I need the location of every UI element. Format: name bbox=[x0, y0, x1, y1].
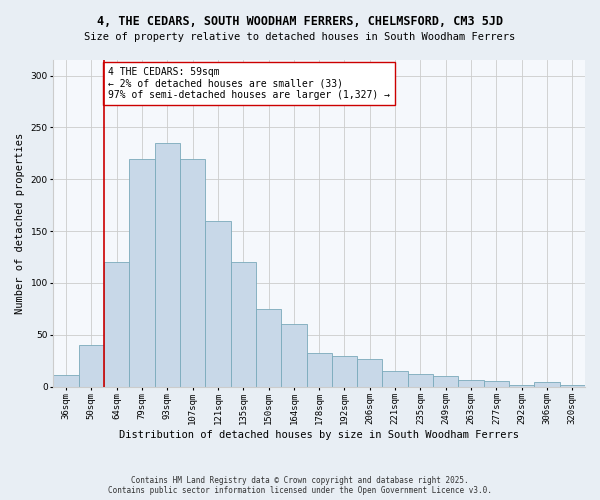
Bar bbox=[130, 158, 155, 386]
Bar bbox=[79, 345, 104, 387]
Bar bbox=[458, 380, 484, 386]
Bar bbox=[104, 262, 130, 386]
Bar bbox=[256, 309, 281, 386]
Bar bbox=[357, 358, 382, 386]
Bar bbox=[307, 354, 332, 386]
Bar bbox=[281, 324, 307, 386]
Text: 4 THE CEDARS: 59sqm
← 2% of detached houses are smaller (33)
97% of semi-detache: 4 THE CEDARS: 59sqm ← 2% of detached hou… bbox=[108, 68, 390, 100]
Bar bbox=[332, 356, 357, 386]
Bar bbox=[535, 382, 560, 386]
Y-axis label: Number of detached properties: Number of detached properties bbox=[15, 132, 25, 314]
Bar bbox=[180, 158, 205, 386]
Text: 4, THE CEDARS, SOUTH WOODHAM FERRERS, CHELMSFORD, CM3 5JD: 4, THE CEDARS, SOUTH WOODHAM FERRERS, CH… bbox=[97, 15, 503, 28]
Text: Contains HM Land Registry data © Crown copyright and database right 2025.
Contai: Contains HM Land Registry data © Crown c… bbox=[108, 476, 492, 495]
Bar bbox=[205, 220, 230, 386]
Bar bbox=[484, 382, 509, 386]
Bar bbox=[560, 384, 585, 386]
Text: Size of property relative to detached houses in South Woodham Ferrers: Size of property relative to detached ho… bbox=[85, 32, 515, 42]
Bar bbox=[382, 371, 408, 386]
Bar bbox=[53, 375, 79, 386]
X-axis label: Distribution of detached houses by size in South Woodham Ferrers: Distribution of detached houses by size … bbox=[119, 430, 519, 440]
Bar bbox=[408, 374, 433, 386]
Bar bbox=[433, 376, 458, 386]
Bar bbox=[509, 384, 535, 386]
Bar bbox=[230, 262, 256, 386]
Bar bbox=[155, 143, 180, 386]
